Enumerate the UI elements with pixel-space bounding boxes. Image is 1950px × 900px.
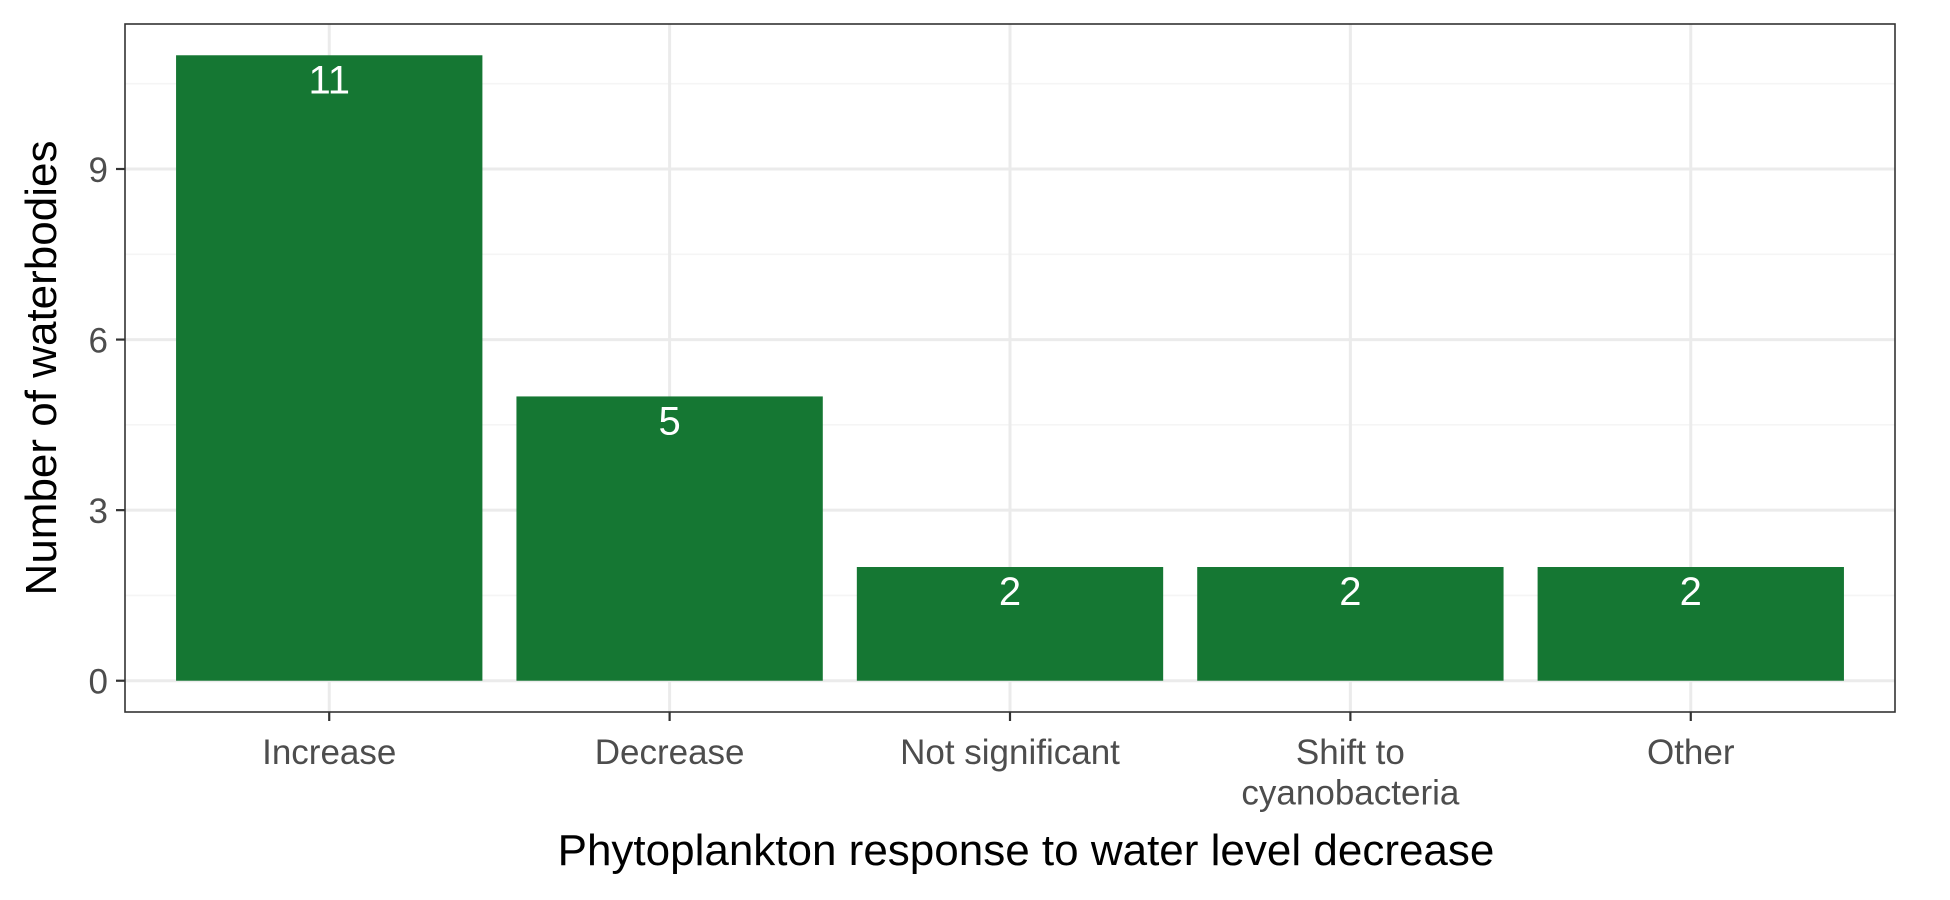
bar-value-labels: 11 5 2 2 2 (308, 58, 1701, 614)
x-tick-label: Decrease (595, 733, 745, 772)
bar (856, 567, 1164, 681)
bar (516, 396, 823, 681)
x-tick-label: Increase (262, 733, 396, 772)
x-tick-label: Other (1647, 733, 1735, 772)
x-axis-title: Phytoplankton response to water level de… (558, 826, 1495, 875)
y-tick-label: 3 (89, 492, 108, 531)
x-tick-label: Shift to cyanobacteria (1241, 733, 1459, 812)
y-axis-ticks: 0 3 6 9 (89, 151, 125, 702)
x-axis-ticks: Increase Decrease Not significant Shift to c… (262, 712, 1735, 812)
bars (176, 55, 1844, 681)
bar-value-label: 11 (308, 58, 350, 102)
bar-value-label: 2 (999, 570, 1021, 614)
bar-value-label: 2 (1339, 570, 1361, 614)
y-tick-label: 0 (89, 663, 108, 702)
y-tick-label: 9 (89, 151, 108, 190)
x-tick-label: Not significant (900, 733, 1120, 772)
bar-value-label: 2 (1680, 570, 1702, 614)
bar (1197, 567, 1504, 681)
bar (1537, 567, 1844, 681)
y-axis-title: Number of waterbodies (17, 141, 66, 596)
bar (176, 55, 483, 681)
bar-value-label: 5 (658, 399, 680, 443)
y-tick-label: 6 (89, 322, 108, 361)
